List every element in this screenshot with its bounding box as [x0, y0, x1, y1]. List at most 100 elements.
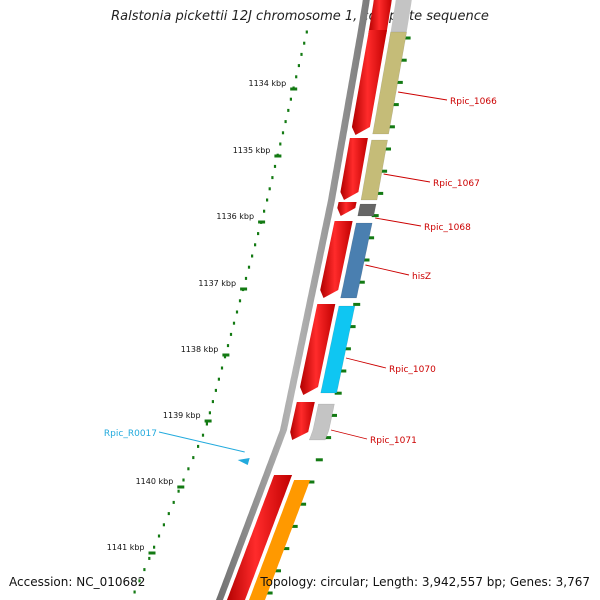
accession-text: Accession: NC_010682 — [9, 575, 146, 589]
gene-band — [320, 305, 356, 394]
gene-band — [357, 203, 377, 217]
kbp-label: 1136 kbp — [216, 212, 254, 221]
track-tick — [348, 325, 356, 329]
red-strand-segment — [320, 221, 353, 298]
scale-dot — [273, 164, 277, 168]
label-leader-line — [158, 431, 245, 453]
scale-dot — [157, 534, 161, 538]
gene-label: Rpic_1067 — [433, 179, 480, 189]
track-tick — [343, 347, 351, 351]
kbp-label: 1134 kbp — [248, 79, 286, 88]
track-tick — [274, 569, 281, 573]
gene-band — [372, 31, 407, 135]
red-strand-segment — [226, 475, 293, 600]
track-tick — [339, 369, 347, 373]
gene-label: Rpic_1071 — [370, 436, 417, 446]
topology-summary: Topology: circular; Length: 3,942,557 bp… — [260, 575, 590, 589]
label-leader-line — [375, 217, 422, 227]
gene-label: Rpic_1068 — [424, 223, 471, 233]
red-strand-segment — [290, 402, 315, 440]
kbp-label: 1141 kbp — [107, 543, 145, 552]
scale-dot — [226, 344, 230, 348]
track-tick — [357, 280, 365, 284]
track-tick — [290, 524, 298, 528]
scale-dot — [192, 456, 195, 460]
scale-dot — [214, 388, 217, 392]
scale-dot — [177, 489, 180, 493]
gene-label: hisZ — [412, 272, 431, 282]
scale-dot — [182, 478, 185, 482]
track-tick — [315, 458, 323, 462]
label-leader-line — [365, 264, 410, 276]
track-tick — [307, 480, 315, 484]
scale-dot — [201, 433, 205, 437]
kbp-label: 1139 kbp — [163, 411, 201, 420]
track-tick — [376, 191, 384, 195]
kbp-tick — [222, 353, 230, 357]
kbp-tick — [290, 87, 298, 91]
scale-dot — [187, 467, 190, 471]
scale-dot — [220, 366, 224, 370]
scale-dot — [143, 568, 146, 572]
scale-dot — [284, 120, 287, 124]
track-tick — [299, 502, 307, 506]
scale-dot — [197, 444, 200, 448]
track-tick — [334, 391, 342, 395]
scale-dot — [251, 254, 254, 258]
scale-dot — [263, 209, 266, 213]
kbp-tick — [240, 287, 248, 291]
scale-dot — [229, 332, 233, 336]
kbp-label: 1135 kbp — [233, 146, 271, 155]
scale-dot — [297, 64, 300, 68]
scale-dot — [300, 52, 303, 56]
scale-dot — [238, 299, 242, 303]
scale-dot — [205, 422, 208, 426]
scale-dot — [153, 545, 156, 549]
red-strand-segment — [368, 0, 392, 34]
backbone-line — [215, 0, 370, 600]
track-tick — [384, 147, 391, 151]
kbp-label: 1137 kbp — [198, 279, 236, 288]
scale-dot — [232, 321, 236, 325]
track-tick — [324, 436, 332, 440]
track-tick — [380, 169, 388, 173]
scale-dot — [289, 97, 292, 101]
track-tick — [403, 36, 411, 40]
scale-dot — [162, 523, 165, 527]
red-strand-segment — [300, 304, 336, 395]
kbp-tick — [274, 154, 282, 158]
gene-band — [340, 222, 373, 299]
scale-dot — [268, 187, 271, 191]
track-tick — [399, 58, 407, 62]
track-tick — [367, 236, 375, 240]
outer-dot-track — [133, 30, 308, 594]
scale-dot — [223, 355, 227, 359]
gene-band — [308, 403, 335, 441]
scale-dot — [148, 556, 151, 560]
scale-dot — [303, 41, 306, 45]
kbp-tick — [204, 419, 212, 423]
track-tick — [391, 103, 399, 107]
track-tick — [371, 214, 379, 218]
kbp-tick — [177, 485, 185, 489]
label-leader-line — [383, 173, 431, 183]
scale-dot — [247, 265, 251, 269]
scale-dot — [244, 276, 248, 280]
scale-dot — [271, 176, 274, 180]
label-leader-line — [345, 357, 387, 369]
gene-band — [360, 139, 388, 201]
gene-band-top — [389, 0, 412, 40]
track-tick — [282, 547, 290, 551]
kbp-tick — [148, 551, 156, 555]
scale-dot — [254, 243, 257, 247]
scale-dot — [211, 400, 214, 404]
red-strand-segment — [337, 202, 357, 216]
scale-dot — [257, 232, 260, 236]
red-strand-segment — [351, 30, 387, 135]
gene-track — [226, 0, 412, 600]
kbp-label: 1140 kbp — [136, 477, 174, 486]
scale-dot — [279, 142, 282, 146]
track-tick — [387, 125, 395, 129]
label-leader-line — [330, 429, 368, 440]
